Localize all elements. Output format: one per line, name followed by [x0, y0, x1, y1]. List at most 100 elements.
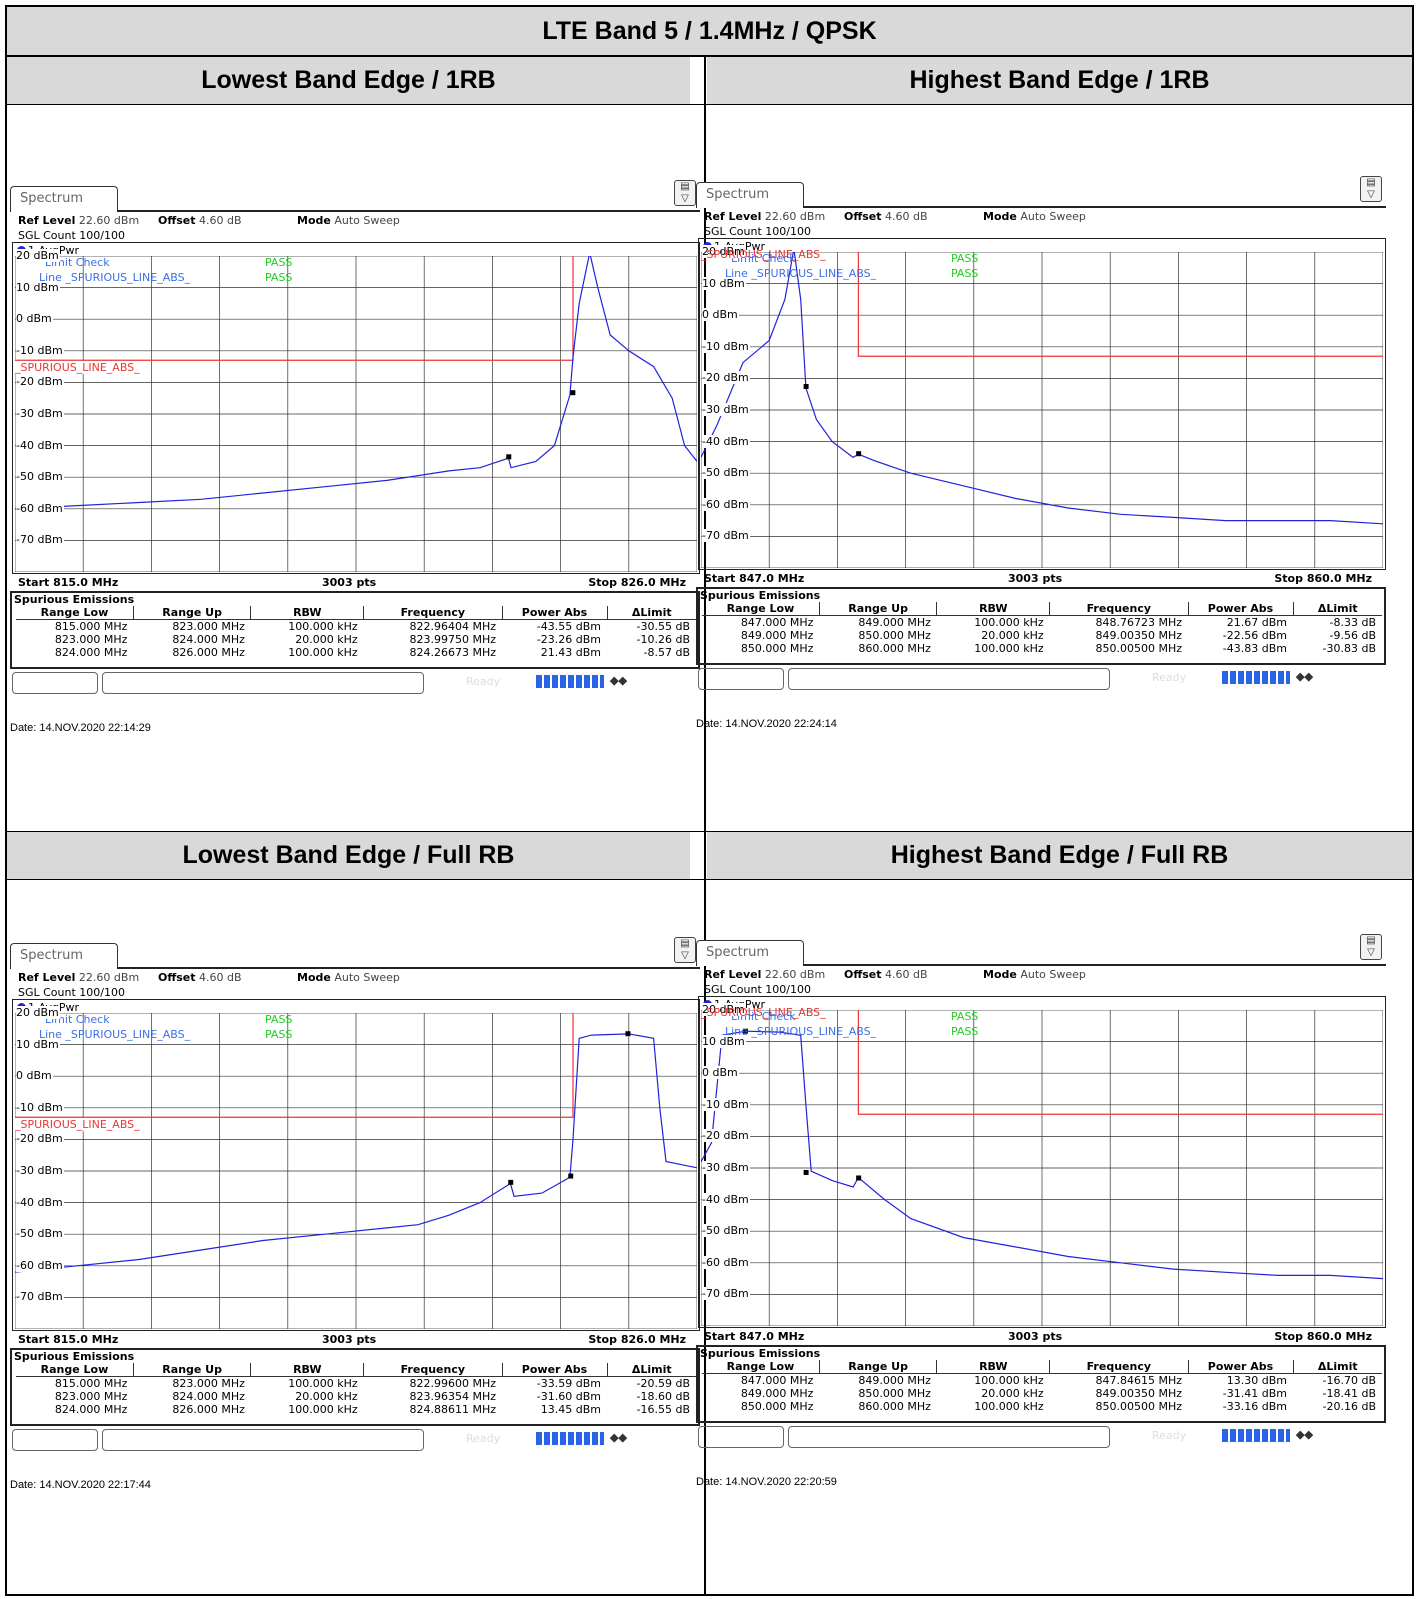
y-tick-label: -40 dBm: [16, 1195, 64, 1209]
column-header: RBW: [936, 602, 1050, 616]
plot-area: 1 AvgPwr Limit Check PASS Line _SPURIOUS…: [698, 238, 1386, 570]
column-header: Range Low: [16, 1363, 134, 1377]
status-field[interactable]: [698, 1426, 784, 1448]
stop-frequency: Stop 826.0 MHz: [588, 1333, 686, 1346]
tab-spectrum[interactable]: Spectrum: [696, 182, 804, 206]
marker-point: [506, 454, 512, 460]
table-row: 849.000 MHz 850.000 MHz 20.000 kHz 849.0035…: [702, 1387, 1382, 1400]
y-tick-label: -60 dBm: [16, 1258, 64, 1272]
table-cell: -31.60 dBm: [536, 1390, 601, 1403]
y-tick-label: 10 dBm: [16, 1037, 60, 1051]
table-cell: 860.000 MHz: [858, 1400, 931, 1413]
limit-line-result: PASS: [951, 267, 979, 280]
table-cell: -33.16 dBm: [1222, 1400, 1287, 1413]
column-header: Frequency: [1049, 602, 1189, 616]
column-header: ΔLimit: [606, 606, 696, 620]
capture-date: Date: 14.NOV.2020 22:20:59: [696, 1476, 837, 1488]
column-header: Range Low: [702, 602, 820, 616]
status-field[interactable]: [12, 672, 98, 694]
table-cell: 850.000 MHz: [740, 1400, 814, 1413]
divider: [704, 56, 706, 1594]
display-config-icon[interactable]: ▤ ▽: [1360, 934, 1382, 960]
table-cell: 100.000 kHz: [974, 616, 1044, 629]
capture-date: Date: 14.NOV.2020 22:14:29: [10, 722, 151, 734]
table-cell: 100.000 kHz: [974, 642, 1044, 655]
y-tick-label: 20 dBm: [16, 249, 60, 262]
spectrum-screenshot-2: Spectrum ▤ ▽ Ref Level 22.60 dBm Offset 4…: [696, 176, 1386, 762]
table-cell: -16.70 dB: [1322, 1374, 1377, 1387]
y-tick-label: 10 dBm: [702, 1034, 746, 1048]
table-cell: -33.59 dBm: [536, 1377, 601, 1390]
y-tick-label: -50 dBm: [16, 1227, 64, 1241]
status-message-field[interactable]: [788, 668, 1110, 690]
column-header: Range Up: [132, 1363, 251, 1377]
tab-spectrum[interactable]: Spectrum: [696, 940, 804, 964]
table-cell: 849.000 MHz: [740, 629, 814, 642]
table-cell: 20.000 kHz: [295, 633, 358, 646]
column-header: Power Abs: [501, 606, 607, 620]
spurious-emissions-table: Spurious Emissions Range Low Range Up RBW F…: [10, 1348, 700, 1426]
marker-point: [803, 1169, 809, 1175]
status-field[interactable]: [698, 668, 784, 690]
table-cell: 823.000 MHz: [54, 1390, 128, 1403]
limit-check-label: Limit Check: [45, 1013, 110, 1026]
y-tick-label: -20 dBm: [702, 1129, 750, 1143]
display-config-icon[interactable]: ▤ ▽: [1360, 176, 1382, 202]
limit-check-result: PASS: [951, 1010, 979, 1023]
divider: [7, 879, 1412, 880]
column-header: Power Abs: [1187, 602, 1293, 616]
table-cell: 815.000 MHz: [54, 620, 128, 633]
table-cell: 850.00500 MHz: [1095, 642, 1183, 655]
table-row: 815.000 MHz 823.000 MHz 100.000 kHz 822.964…: [16, 620, 696, 634]
limit-line-name: _SPURIOUS_LINE_ABS_: [701, 247, 826, 261]
sgl-count: SGL Count 100/100: [18, 986, 125, 999]
sgl-count: SGL Count 100/100: [704, 983, 811, 996]
status-ready: Ready: [1152, 671, 1187, 684]
y-tick-label: -60 dBm: [702, 1255, 750, 1269]
table-cell: -18.60 dB: [636, 1390, 691, 1403]
table-cell: 20.000 kHz: [981, 1387, 1044, 1400]
stop-frequency: Stop 826.0 MHz: [588, 576, 686, 589]
sgl-count: SGL Count 100/100: [704, 225, 811, 238]
limit-line: [15, 1013, 574, 1118]
y-tick-label: -70 dBm: [702, 529, 750, 543]
table-cell: -22.56 dBm: [1222, 629, 1287, 642]
offset: Offset 4.60 dB: [844, 210, 928, 223]
limit-check-result: PASS: [951, 252, 979, 265]
tab-underline: [10, 210, 700, 212]
status-field[interactable]: [12, 1429, 98, 1451]
trace-line: [15, 1033, 697, 1273]
y-tick-label: -40 dBm: [16, 438, 64, 452]
table-cell: -31.41 dBm: [1222, 1387, 1287, 1400]
y-tick-label: -30 dBm: [16, 1164, 64, 1177]
y-tick-label: -20 dBm: [702, 371, 750, 385]
status-message-field[interactable]: [102, 672, 424, 694]
table-cell: 850.000 MHz: [740, 642, 814, 655]
sweep-points: 3003 pts: [1008, 1330, 1063, 1343]
tab-spectrum[interactable]: Spectrum: [10, 186, 118, 210]
y-tick-label: 20 dBm: [16, 1006, 60, 1019]
table-cell: -30.55 dB: [636, 620, 691, 633]
table-cell: -43.55 dBm: [536, 620, 601, 633]
status-message-field[interactable]: [788, 1426, 1110, 1448]
table-cell: 100.000 kHz: [288, 620, 358, 633]
sweep-points: 3003 pts: [322, 1333, 377, 1346]
capture-date: Date: 14.NOV.2020 22:24:14: [696, 718, 837, 730]
display-config-icon[interactable]: ▤ ▽: [674, 937, 696, 963]
marker-point: [625, 1031, 631, 1037]
table-cell: -9.56 dB: [1329, 629, 1377, 642]
table-cell: 847.000 MHz: [740, 1374, 814, 1387]
table-cell: 13.45 dBm: [540, 1403, 601, 1416]
table-cell: 100.000 kHz: [974, 1374, 1044, 1387]
table-cell: -20.16 dB: [1322, 1400, 1377, 1413]
panel-header-1: Lowest Band Edge / 1RB: [7, 57, 690, 104]
table-cell: 860.000 MHz: [858, 642, 931, 655]
table-row: 849.000 MHz 850.000 MHz 20.000 kHz 849.0035…: [702, 629, 1382, 642]
y-tick-label: -70 dBm: [16, 533, 64, 547]
status-message-field[interactable]: [102, 1429, 424, 1451]
display-config-icon[interactable]: ▤ ▽: [674, 180, 696, 206]
tab-spectrum[interactable]: Spectrum: [10, 943, 118, 967]
table-row: 847.000 MHz 849.000 MHz 100.000 kHz 848.767…: [702, 616, 1382, 630]
table-cell: 847.84615 MHz: [1095, 1374, 1183, 1387]
ref-level: Ref Level 22.60 dBm: [704, 968, 826, 981]
